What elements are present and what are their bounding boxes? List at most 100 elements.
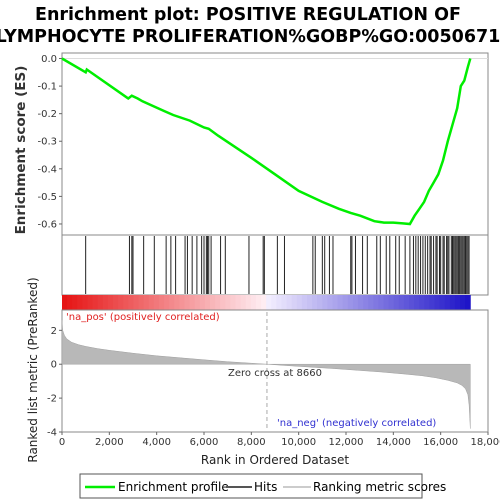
color-bar-segment xyxy=(429,295,436,310)
metric-axis-label: Ranked list metric (PreRanked) xyxy=(26,277,40,462)
color-bar-segment xyxy=(113,295,119,310)
color-bar-segment xyxy=(306,295,313,310)
color-bar-segment xyxy=(342,295,349,310)
color-bar-segment xyxy=(107,295,114,310)
x-tick-label: 8,000 xyxy=(237,437,266,448)
x-tick-label: 4,000 xyxy=(142,437,171,448)
color-bar-segment xyxy=(281,295,288,310)
color-bar-segment xyxy=(393,295,400,310)
color-bar-segment xyxy=(286,295,293,310)
x-tick-label: 0 xyxy=(59,437,65,448)
color-bar-segment xyxy=(87,295,94,310)
color-bar-segment xyxy=(439,295,446,310)
color-bar-segment xyxy=(424,295,430,310)
color-bar-segment xyxy=(204,295,211,310)
color-bar-segment xyxy=(388,295,395,310)
zero-cross-label: Zero cross at 8660 xyxy=(228,368,322,379)
color-bar-segment xyxy=(312,295,318,310)
color-bar-segment xyxy=(266,295,272,310)
metric-panel xyxy=(61,320,471,429)
x-tick-label: 10,000 xyxy=(281,437,316,448)
x-axis-ticks: 0 2,000 4,000 6,000 8,000 10,000 12,000 14,000 1… xyxy=(59,432,500,448)
color-bar-segment xyxy=(199,295,206,310)
color-bar-segment xyxy=(220,295,226,310)
color-bar-segment xyxy=(82,295,89,310)
es-tick-label: -0.6 xyxy=(37,219,57,230)
color-bar-segment xyxy=(164,295,170,310)
x-tick-label: 6,000 xyxy=(190,437,219,448)
color-bar-segment xyxy=(62,295,68,310)
hits-panel xyxy=(85,236,470,294)
hits-panel-frame xyxy=(61,234,489,296)
color-bar-segment xyxy=(102,295,109,310)
ranking-metric-area xyxy=(61,320,471,429)
metric-tick-label: 0 xyxy=(51,360,57,371)
color-bar-segment xyxy=(184,295,191,310)
color-bar-segment xyxy=(291,295,298,310)
color-bar-segment xyxy=(337,295,344,310)
color-bar-segment xyxy=(215,295,221,310)
color-bar-segment xyxy=(255,295,262,310)
es-tick-label: 0.0 xyxy=(41,54,57,65)
es-tick-label: -0.3 xyxy=(37,137,57,148)
color-bar-segment xyxy=(153,295,160,310)
color-bar-segment xyxy=(383,295,390,310)
es-axis-label: Enrichment score (ES) xyxy=(13,66,29,235)
color-bar-segment xyxy=(77,295,83,310)
es-tick-label: -0.5 xyxy=(37,192,57,203)
es-tick-label: -0.1 xyxy=(37,82,57,93)
color-bar-segment xyxy=(92,295,99,310)
enrichment-profile-line xyxy=(61,57,472,226)
x-tick-label: 18,000 xyxy=(471,437,500,448)
metric-tick-label: -4 xyxy=(47,428,57,439)
es-panel-ticks: 0.0 -0.1 -0.2 -0.3 -0.4 -0.5 -0.6 xyxy=(37,54,488,230)
color-bar-segment xyxy=(327,295,333,310)
color-bar-segment xyxy=(454,295,461,310)
x-tick-label: 12,000 xyxy=(329,437,364,448)
legend-hits-label: Hits xyxy=(254,480,277,494)
legend-enrichment-label: Enrichment profile xyxy=(118,480,229,494)
metric-tick-label: -2 xyxy=(47,394,57,405)
color-bar-segment xyxy=(138,295,145,310)
color-bar-segment xyxy=(118,295,124,310)
color-bar-segment xyxy=(378,295,384,310)
color-bar-segment xyxy=(158,295,165,310)
color-bar-segment xyxy=(128,295,134,310)
color-bar-segment xyxy=(235,295,242,310)
color-bar-segment xyxy=(419,295,425,310)
metric-panel-ticks: 2 0 -2 -4 xyxy=(47,326,62,439)
color-bar-segment xyxy=(250,295,257,310)
color-bar-segment xyxy=(368,295,374,310)
color-bar-segment xyxy=(230,295,237,310)
color-bar-segment xyxy=(398,295,405,310)
color-bar-segment xyxy=(245,295,252,310)
color-bar-segment xyxy=(414,295,420,310)
color-bar-segment xyxy=(276,295,282,310)
color-bar-segment xyxy=(179,295,185,310)
color-bar-segment xyxy=(322,295,328,310)
color-bar-segment xyxy=(174,295,180,310)
color-bar-segment xyxy=(189,295,196,310)
color-bar-segment xyxy=(148,295,155,310)
color-bar-segment xyxy=(301,295,308,310)
es-tick-label: -0.4 xyxy=(37,164,57,175)
color-bar-segment xyxy=(133,295,140,310)
x-tick-label: 14,000 xyxy=(376,437,411,448)
color-bar-segment xyxy=(194,295,201,310)
color-bar-segment xyxy=(363,295,369,310)
color-bar-segment xyxy=(444,295,451,310)
color-bar-segment xyxy=(123,295,129,310)
es-panel-frame xyxy=(61,52,489,236)
color-bar-segment xyxy=(409,295,415,310)
color-bar-segment xyxy=(347,295,354,310)
color-bar-segment xyxy=(403,295,410,310)
chart-title-line2: LYMPHOCYTE PROLIFERATION%GOBP%GO:0050671 xyxy=(0,27,500,47)
color-bar-segment xyxy=(373,295,379,310)
color-bar-segment xyxy=(317,295,323,310)
color-bar-segment xyxy=(261,295,267,310)
color-bar-segment xyxy=(332,295,339,310)
ranking-color-bar xyxy=(62,295,471,310)
x-tick-label: 16,000 xyxy=(423,437,458,448)
na-neg-label: 'na_neg' (negatively correlated) xyxy=(277,418,436,429)
